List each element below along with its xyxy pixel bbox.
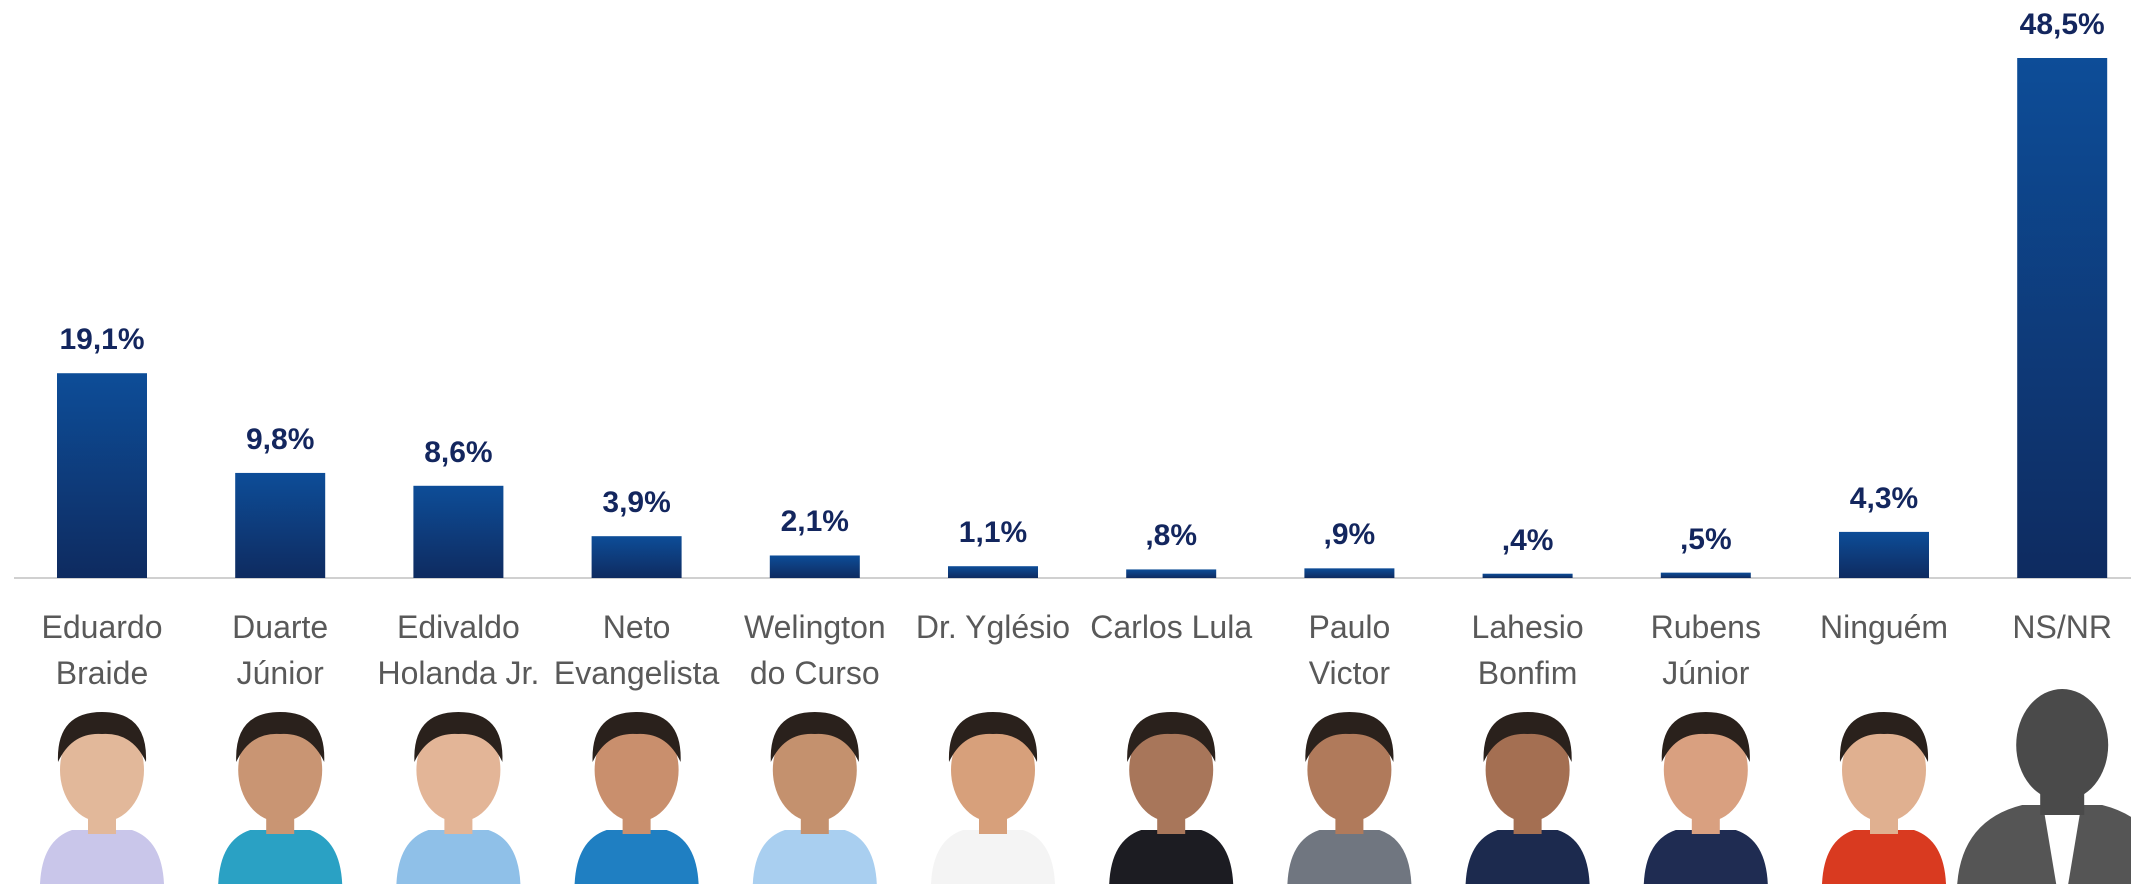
bar bbox=[1126, 569, 1216, 578]
category-label: Lahesio Bonfim bbox=[1438, 604, 1618, 696]
portrait-body bbox=[1822, 830, 1946, 884]
category-label: Edivaldo Holanda Jr. bbox=[368, 604, 548, 696]
category-label: Welington do Curso bbox=[725, 604, 905, 696]
value-label: 8,6% bbox=[369, 436, 547, 470]
portrait-body bbox=[396, 830, 520, 884]
category-label: Ninguém bbox=[1794, 604, 1974, 650]
silhouette-body bbox=[1957, 805, 2131, 884]
portrait-body bbox=[1644, 830, 1768, 884]
category-label: Neto Evangelista bbox=[547, 604, 727, 696]
value-label: 9,8% bbox=[191, 423, 369, 457]
value-label: ,9% bbox=[1260, 518, 1438, 552]
value-label: 48,5% bbox=[1973, 8, 2131, 42]
bar bbox=[770, 555, 860, 578]
portrait-body bbox=[1287, 830, 1411, 884]
chart: 19,1% Eduardo Braide 9,8% Duarte Júnior 8,6%… bbox=[0, 0, 2131, 884]
bar bbox=[1661, 573, 1751, 578]
value-label: 1,1% bbox=[904, 516, 1082, 550]
value-label: ,5% bbox=[1617, 523, 1795, 557]
category-label: Dr. Yglésio bbox=[903, 604, 1083, 650]
value-label: ,8% bbox=[1082, 519, 1260, 553]
value-label: 3,9% bbox=[548, 486, 726, 520]
value-label: 19,1% bbox=[13, 323, 191, 357]
category-label: Eduardo Braide bbox=[12, 604, 192, 696]
portrait-body bbox=[218, 830, 342, 884]
bar bbox=[1839, 532, 1929, 578]
category-label: Rubens Júnior bbox=[1616, 604, 1796, 696]
portrait-body bbox=[575, 830, 699, 884]
category-label: Paulo Victor bbox=[1259, 604, 1439, 696]
value-label: 2,1% bbox=[726, 505, 904, 539]
bar bbox=[2017, 58, 2107, 578]
silhouette-head bbox=[2016, 689, 2108, 801]
portrait-body bbox=[40, 830, 164, 884]
category-label: Duarte Júnior bbox=[190, 604, 370, 696]
portrait-body bbox=[1109, 830, 1233, 884]
portrait-body bbox=[1466, 830, 1590, 884]
value-label: ,4% bbox=[1439, 524, 1617, 558]
bar bbox=[235, 473, 325, 578]
portrait-body bbox=[753, 830, 877, 884]
bar bbox=[948, 566, 1038, 578]
bar bbox=[57, 373, 147, 578]
bar bbox=[1304, 568, 1394, 578]
bar bbox=[413, 486, 503, 578]
bar bbox=[1483, 574, 1573, 578]
bar bbox=[592, 536, 682, 578]
category-label: Carlos Lula bbox=[1081, 604, 1261, 650]
category-label: NS/NR bbox=[1972, 604, 2131, 650]
portrait-body bbox=[931, 830, 1055, 884]
value-label: 4,3% bbox=[1795, 482, 1973, 516]
